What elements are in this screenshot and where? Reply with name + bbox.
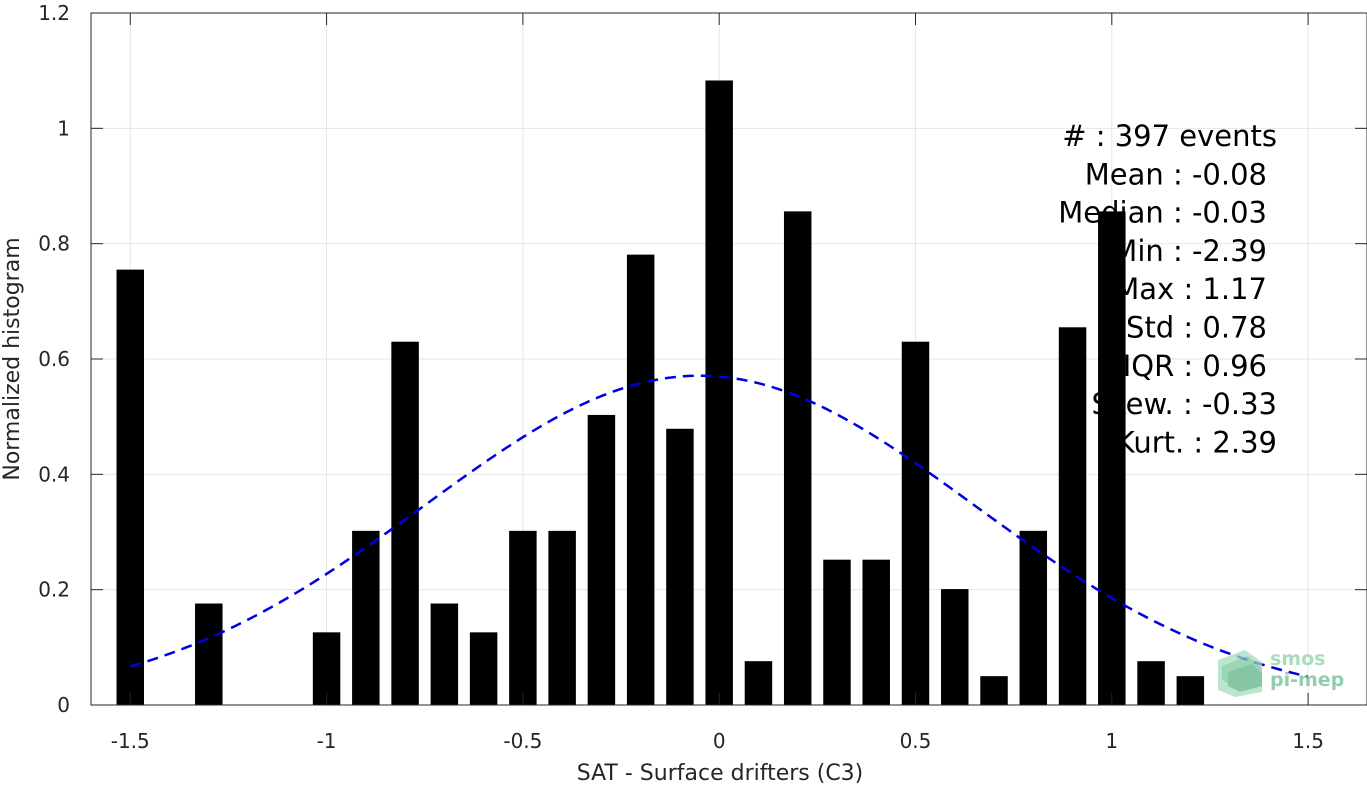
histogram-bars [116, 80, 1205, 706]
histogram-bar [666, 428, 694, 705]
stat-line: IQR : 0.96 [1123, 349, 1267, 383]
histogram-bar [901, 341, 930, 705]
stat-line: # : 397 events [1062, 119, 1277, 153]
y-tick-label: 0.4 [38, 462, 70, 486]
y-tick-labels: 0 0.2 0.4 0.6 0.8 1 1.2 [38, 1, 70, 717]
x-tick-label: 0 [713, 729, 726, 753]
smos-pi-mep-logo: smos pi-mep [1218, 648, 1344, 697]
x-tick-label: 1 [1105, 729, 1118, 753]
histogram-bar [430, 603, 459, 705]
histogram-bar [783, 211, 812, 705]
histogram-bar [823, 559, 851, 705]
y-tick-label: 0.8 [38, 232, 70, 256]
histogram-bar [1019, 530, 1048, 705]
stat-line: Min : -2.39 [1112, 234, 1267, 268]
x-tick-labels: -1.5 -1 -0.5 0 0.5 1 1.5 [111, 729, 1324, 753]
logo-stack-icon [1218, 650, 1262, 697]
histogram-bar [116, 269, 145, 705]
histogram-bar [509, 530, 537, 705]
y-tick-label: 0.2 [38, 578, 70, 602]
histogram-bar [469, 632, 498, 705]
stat-line: Std : 0.78 [1126, 311, 1267, 345]
histogram-bar [744, 661, 773, 705]
histogram-bar [941, 589, 969, 705]
histogram-bar [352, 530, 380, 705]
histogram-bar [312, 632, 341, 705]
histogram-bar [1176, 676, 1205, 705]
histogram-bar [1137, 661, 1165, 705]
y-tick-label: 1 [57, 116, 70, 140]
histogram-bar [195, 603, 223, 705]
histogram-bar [1058, 327, 1087, 705]
x-tick-label: 0.5 [900, 729, 932, 753]
stat-line: Kurt. : 2.39 [1116, 425, 1277, 459]
logo-text-pimep: pi-mep [1270, 669, 1344, 691]
histogram-bar [980, 676, 1008, 705]
histogram-bar [587, 414, 616, 705]
normal-fit-curve [129, 374, 1309, 678]
y-tick-label: 0.6 [38, 347, 70, 371]
histogram-bar [705, 80, 733, 706]
histogram-bar [1098, 211, 1126, 705]
x-tick-label: 1.5 [1292, 729, 1324, 753]
x-axis-label: SAT - Surface drifters (C3) [577, 761, 864, 785]
statistics-annotation: # : 397 events Mean : -0.08 Median : -0.03… [1058, 119, 1277, 459]
stat-line: Median : -0.03 [1058, 196, 1267, 230]
x-tick-label: -1 [317, 729, 337, 753]
histogram-bar [862, 559, 890, 705]
histogram-bar [548, 530, 576, 705]
axes [90, 12, 1367, 706]
y-tick-label: 0 [57, 693, 70, 717]
stat-line: Mean : -0.08 [1085, 157, 1267, 191]
y-tick-label: 1.2 [38, 1, 70, 25]
stat-line: Skew. : -0.33 [1091, 387, 1277, 421]
logo-text-smos: smos [1270, 648, 1325, 670]
x-tick-label: -1.5 [111, 729, 150, 753]
y-axis-label: Normalized histogram [0, 237, 25, 480]
histogram-bar [626, 254, 655, 705]
histogram-bar [391, 341, 419, 705]
x-tick-label: -0.5 [503, 729, 542, 753]
stat-line: Max : 1.17 [1114, 272, 1267, 306]
